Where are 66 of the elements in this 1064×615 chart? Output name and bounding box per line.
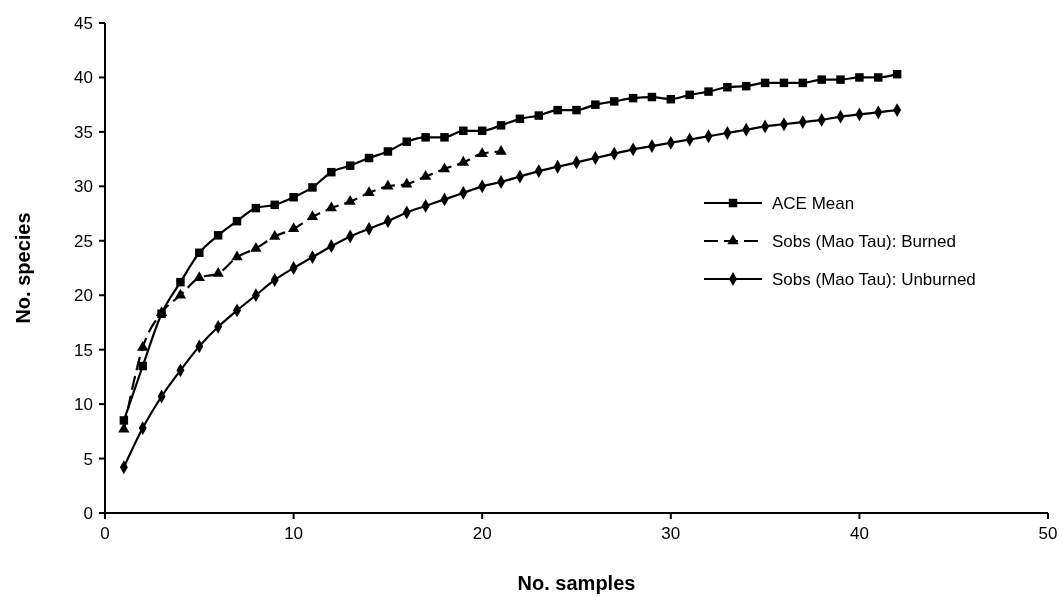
legend-label: Sobs (Mao Tau): Burned (772, 231, 956, 251)
point (685, 90, 694, 100)
point (401, 177, 413, 188)
x-tick-label: 30 (661, 524, 681, 543)
point (325, 201, 337, 212)
point (723, 83, 732, 92)
y-tick-label: 0 (83, 503, 93, 523)
x-tick-label: 20 (472, 524, 492, 543)
point (457, 155, 469, 166)
point (459, 126, 468, 136)
point (591, 100, 600, 109)
y-tick-label: 45 (74, 13, 93, 33)
point (874, 73, 883, 82)
point (308, 183, 317, 192)
point (421, 133, 430, 142)
point (836, 75, 845, 84)
y-tick-label: 5 (83, 449, 93, 469)
point (495, 144, 507, 155)
x-axis-title: No. samples (517, 572, 636, 594)
point (553, 105, 562, 115)
point (438, 162, 451, 173)
point (289, 192, 298, 202)
point (345, 161, 355, 170)
x-tick-label: 40 (849, 524, 869, 543)
point (363, 186, 375, 197)
x-tick-label: 10 (284, 524, 304, 543)
point (212, 266, 224, 277)
point (195, 248, 204, 257)
y-tick-label: 10 (74, 395, 93, 415)
point (419, 170, 432, 180)
point (250, 241, 262, 252)
point (306, 210, 319, 221)
point (137, 340, 149, 351)
point (213, 231, 223, 240)
point (382, 179, 394, 190)
y-tick-label: 20 (74, 286, 93, 306)
x-tick-label: 50 (1038, 524, 1058, 543)
point (327, 167, 336, 177)
point (269, 229, 281, 240)
point (287, 222, 300, 233)
point (572, 105, 581, 115)
point (383, 147, 393, 156)
point (496, 121, 506, 130)
point (704, 87, 713, 96)
y-tick-label: 35 (74, 122, 93, 142)
legend-label: Sobs (Mao Tau): Unburned (772, 269, 976, 289)
legend-label: ACE Mean (772, 193, 855, 213)
point (440, 133, 449, 142)
point (176, 277, 185, 287)
point (609, 97, 619, 106)
y-tick-label: 25 (74, 231, 93, 251)
point (270, 200, 279, 210)
point (476, 147, 488, 157)
point (402, 137, 411, 146)
point (231, 250, 243, 261)
point (534, 111, 544, 120)
y-tick-label: 15 (74, 340, 93, 360)
point (855, 73, 864, 82)
point (193, 271, 205, 282)
point (817, 75, 826, 84)
y-tick-label: 40 (74, 68, 93, 88)
point (138, 361, 147, 371)
x-tick-label: 0 (100, 524, 110, 543)
point (344, 195, 356, 205)
y-tick-label: 30 (74, 177, 93, 197)
y-axis-title: No. species (12, 212, 34, 324)
